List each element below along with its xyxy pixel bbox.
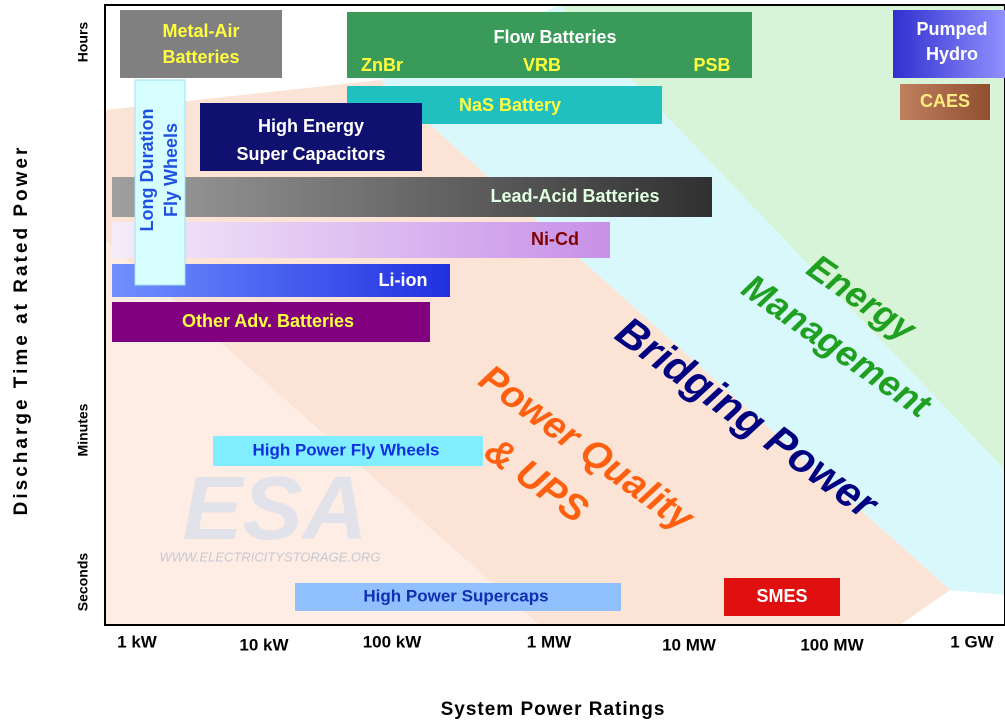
x-axis-title: System Power Ratings	[441, 699, 666, 720]
tech-label: Long Duration	[137, 109, 157, 232]
tech-label: CAES	[920, 91, 970, 111]
x-tick-label: 1 MW	[527, 632, 572, 651]
tech-sublabel: ZnBr	[361, 55, 403, 75]
tech-label: Lead-Acid Batteries	[490, 186, 659, 206]
tech-sublabel: PSB	[693, 55, 730, 75]
tech-box: Other Adv. Batteries	[112, 302, 430, 342]
tech-label: Hydro	[926, 44, 978, 64]
y-tick-label: Seconds	[75, 553, 91, 612]
tech-box: High Power Supercaps	[295, 583, 621, 611]
tech-label: Flow Batteries	[493, 27, 616, 47]
y-tick-label: Minutes	[75, 403, 91, 456]
tech-box: Ni-Cd	[112, 222, 610, 258]
watermark-logo: ESA	[182, 459, 367, 559]
x-tick-label: 100 kW	[363, 632, 423, 651]
tech-box: High Power Fly Wheels	[213, 436, 483, 466]
x-tick-label: 1 kW	[117, 632, 158, 651]
tech-sublabel: VRB	[523, 55, 561, 75]
tech-label: Ni-Cd	[531, 229, 579, 249]
watermark: ESA WWW.ELECTRICITYSTORAGE.ORG	[159, 459, 380, 565]
tech-label: Super Capacitors	[236, 144, 385, 164]
tech-label: Other Adv. Batteries	[182, 311, 354, 331]
tech-box: Metal-Air Batteries	[120, 10, 282, 78]
tech-label: High Power Supercaps	[363, 586, 548, 605]
tech-box: CAES	[900, 84, 990, 120]
axes: Discharge Time at Rated Power Hours Minu…	[11, 22, 995, 720]
tech-box: High Energy Super Capacitors	[200, 103, 422, 171]
tech-box: Flow Batteries ZnBr VRB PSB	[347, 12, 752, 78]
tech-box: SMES	[724, 578, 840, 616]
x-tick-label: 10 MW	[662, 635, 717, 654]
x-tick-label: 100 MW	[800, 635, 864, 654]
tech-label: SMES	[756, 586, 807, 606]
tech-label: NaS Battery	[459, 95, 561, 115]
tech-label: Batteries	[162, 47, 239, 67]
tech-box: Long Duration Fly Wheels	[134, 79, 186, 286]
tech-label: Li-ion	[379, 270, 428, 290]
y-axis-title: Discharge Time at Rated Power	[11, 145, 32, 516]
x-tick-label: 10 kW	[239, 635, 289, 654]
tech-label: Metal-Air	[162, 21, 239, 41]
tech-box: Pumped Hydro	[893, 10, 1005, 78]
tech-label: Pumped	[916, 19, 987, 39]
x-tick-label: 1 GW	[950, 632, 994, 651]
tech-box: Lead-Acid Batteries	[112, 177, 712, 217]
plot-frame	[104, 4, 1005, 626]
tech-label: High Energy	[258, 116, 364, 136]
tech-label: Fly Wheels	[161, 123, 181, 217]
y-tick-label: Hours	[75, 22, 91, 63]
tech-label: High Power Fly Wheels	[252, 440, 439, 459]
watermark-url: WWW.ELECTRICITYSTORAGE.ORG	[159, 549, 380, 564]
